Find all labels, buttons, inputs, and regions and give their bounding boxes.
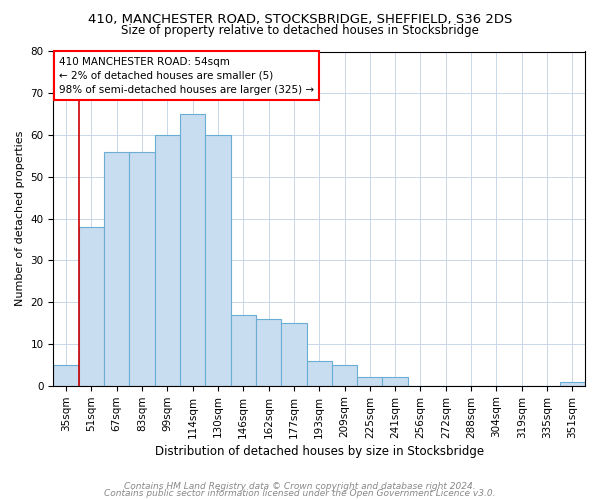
- Text: Size of property relative to detached houses in Stocksbridge: Size of property relative to detached ho…: [121, 24, 479, 37]
- Text: Contains public sector information licensed under the Open Government Licence v3: Contains public sector information licen…: [104, 489, 496, 498]
- Bar: [155, 135, 180, 386]
- Bar: [307, 360, 332, 386]
- Bar: [332, 365, 357, 386]
- Bar: [256, 319, 281, 386]
- Bar: [382, 378, 408, 386]
- Bar: [104, 152, 130, 386]
- Bar: [560, 382, 585, 386]
- Text: 410, MANCHESTER ROAD, STOCKSBRIDGE, SHEFFIELD, S36 2DS: 410, MANCHESTER ROAD, STOCKSBRIDGE, SHEF…: [88, 12, 512, 26]
- Bar: [180, 114, 205, 386]
- Y-axis label: Number of detached properties: Number of detached properties: [15, 131, 25, 306]
- Text: Contains HM Land Registry data © Crown copyright and database right 2024.: Contains HM Land Registry data © Crown c…: [124, 482, 476, 491]
- Text: 410 MANCHESTER ROAD: 54sqm
← 2% of detached houses are smaller (5)
98% of semi-d: 410 MANCHESTER ROAD: 54sqm ← 2% of detac…: [59, 56, 314, 94]
- Bar: [357, 378, 382, 386]
- Bar: [230, 314, 256, 386]
- Bar: [79, 227, 104, 386]
- Bar: [53, 365, 79, 386]
- Bar: [205, 135, 230, 386]
- Bar: [130, 152, 155, 386]
- Bar: [281, 323, 307, 386]
- X-axis label: Distribution of detached houses by size in Stocksbridge: Distribution of detached houses by size …: [155, 444, 484, 458]
